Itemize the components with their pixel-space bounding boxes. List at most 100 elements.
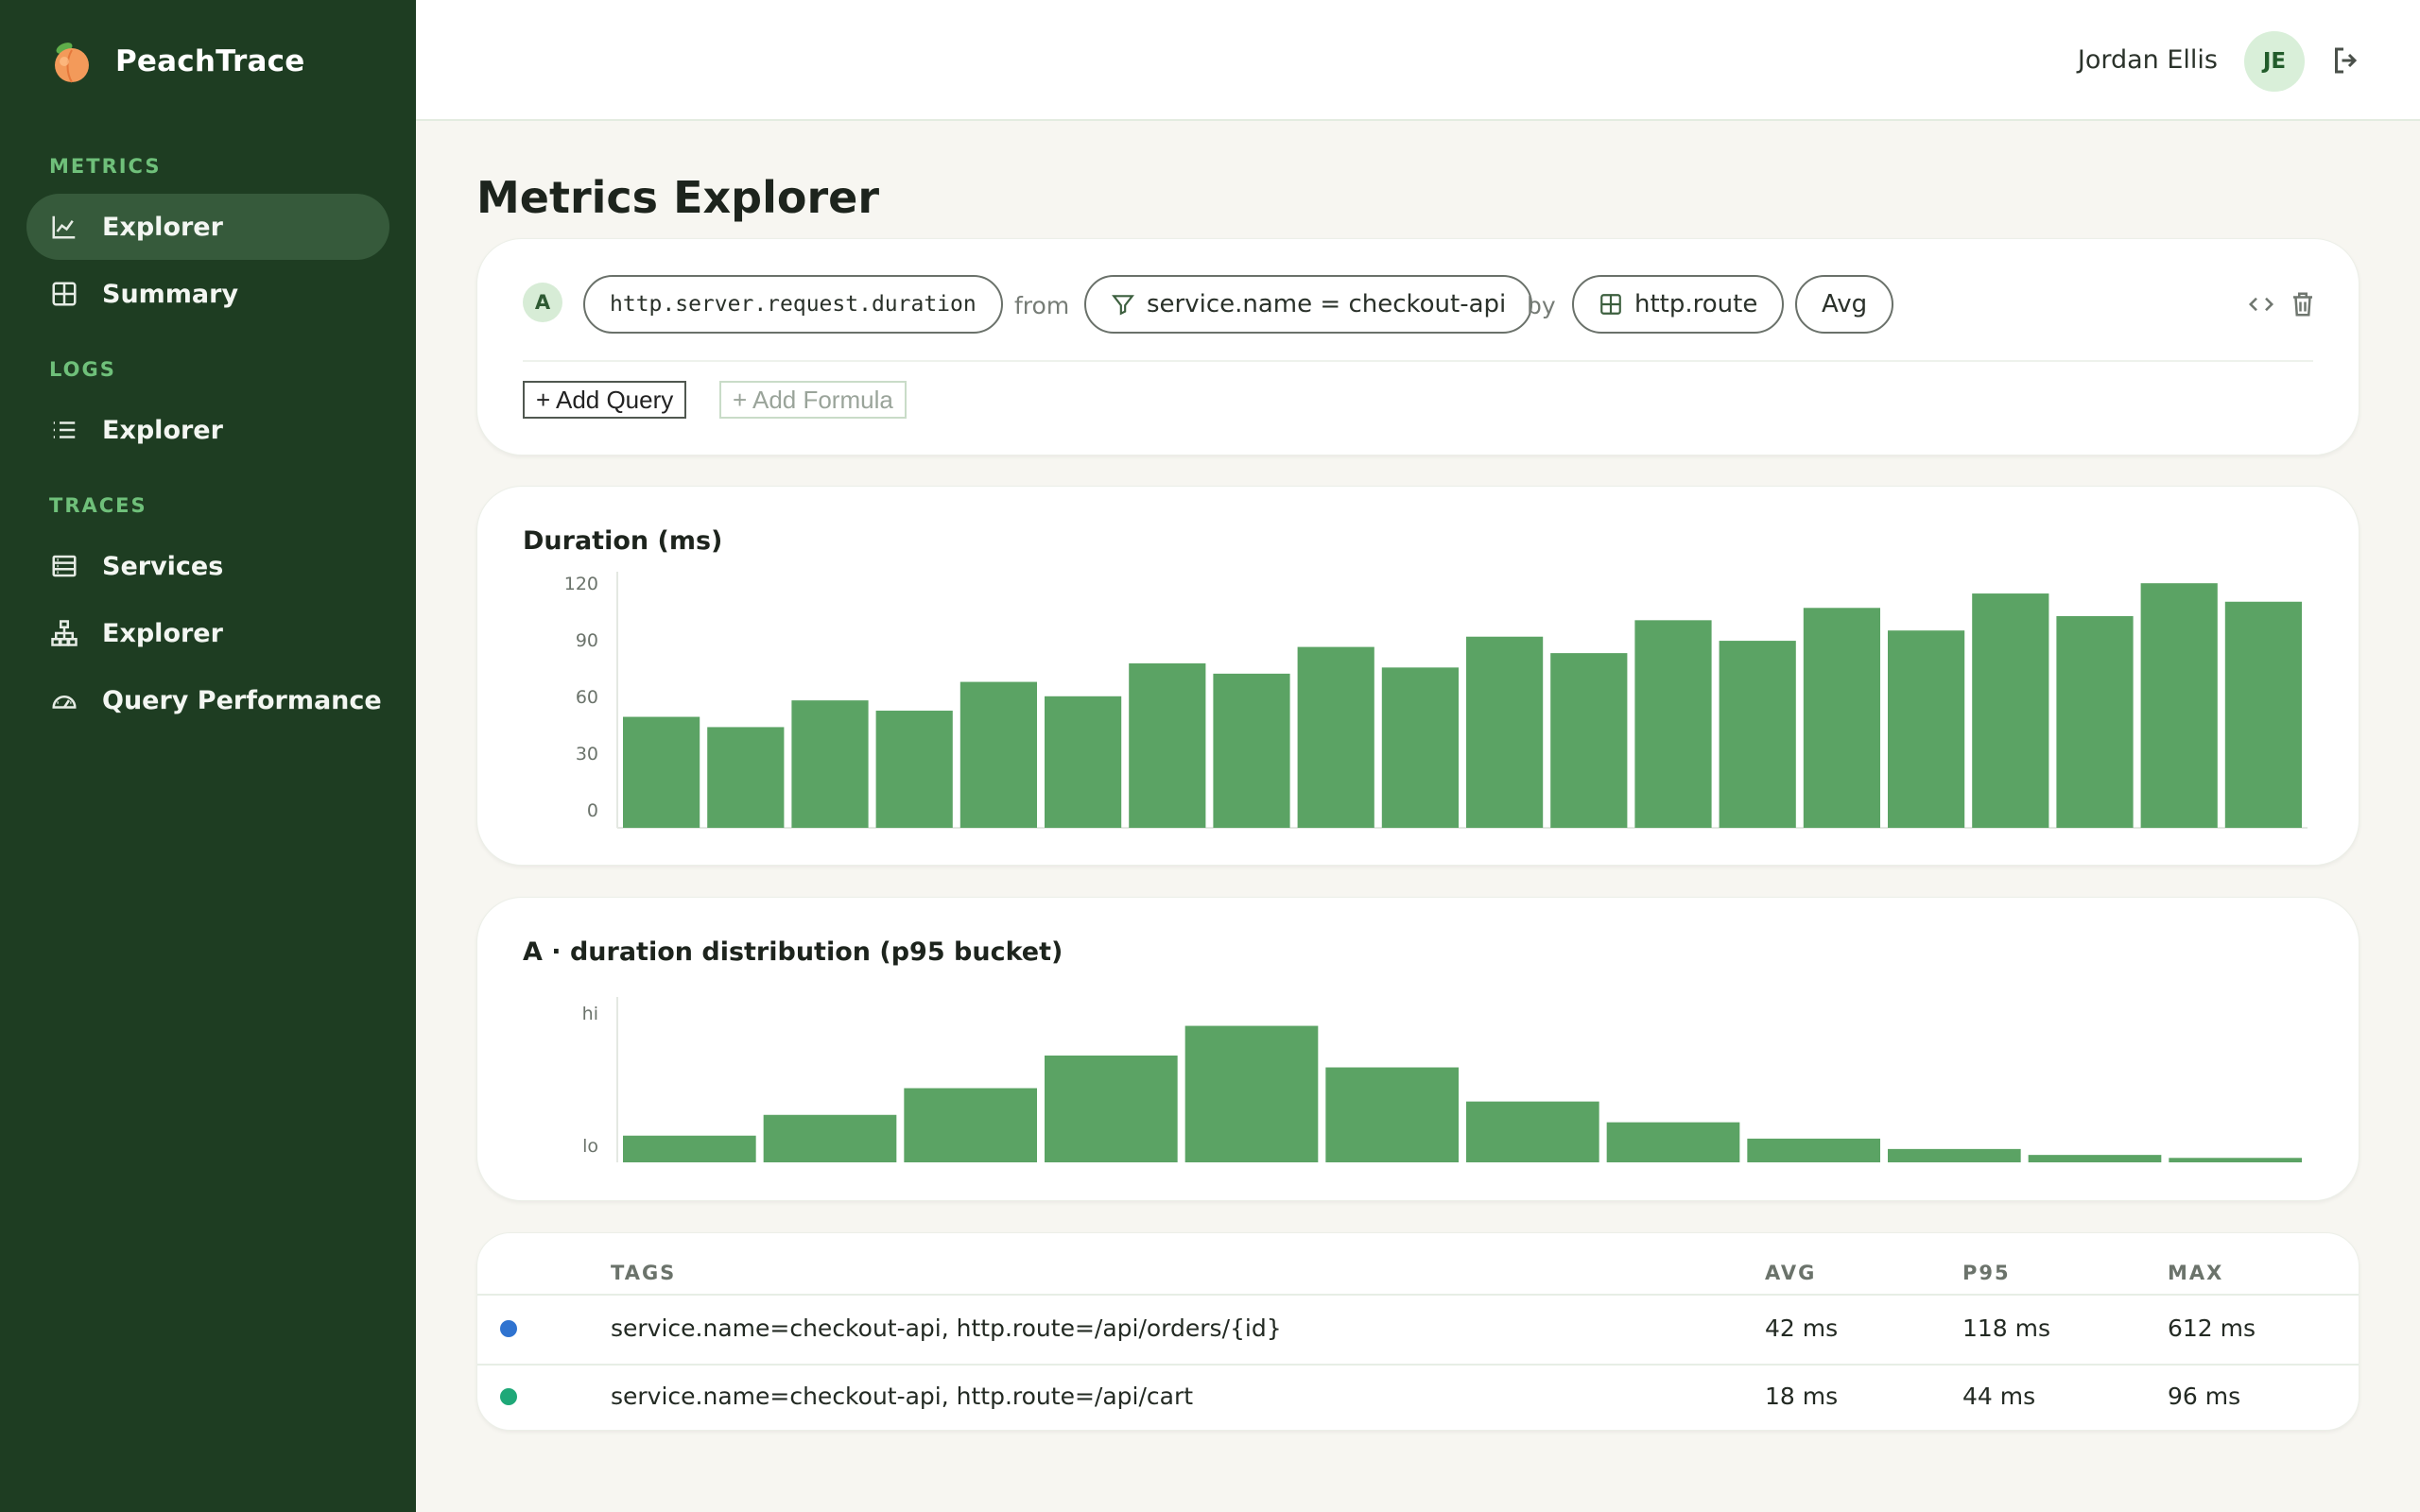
bar[interactable]: [1550, 653, 1628, 828]
sidebar-item-logs-explorer[interactable]: Explorer: [26, 397, 389, 463]
sidebar-item-label: Query Performance: [102, 685, 382, 715]
bar[interactable]: [1045, 696, 1122, 828]
table-row[interactable]: service.name=checkout-api, http.route=/a…: [477, 1296, 2359, 1364]
sidebar-item-metrics-summary[interactable]: Summary: [26, 261, 389, 327]
filter-pill[interactable]: service.name = checkout-api: [1084, 275, 1533, 334]
series-table: TAGS AVG P95 MAX service.name=checkout-a…: [476, 1232, 2360, 1431]
by-label: by: [1527, 292, 1556, 319]
from-label: from: [1014, 292, 1070, 319]
grid-icon: [49, 279, 79, 309]
section-metrics: METRICS: [49, 155, 162, 178]
bar[interactable]: [1129, 663, 1206, 828]
bar[interactable]: [2224, 601, 2302, 828]
bar[interactable]: [763, 1114, 897, 1162]
bar[interactable]: [1325, 1067, 1459, 1162]
cell-tags: service.name=checkout-api, http.route=/a…: [611, 1314, 1282, 1342]
section-logs: LOGS: [49, 358, 116, 381]
query-letter-badge[interactable]: A: [523, 283, 562, 322]
cell-max: 612 ms: [2168, 1314, 2256, 1342]
bar[interactable]: [1719, 641, 1796, 828]
divider: [523, 360, 2313, 362]
bar[interactable]: [623, 716, 700, 828]
cell-avg: 42 ms: [1765, 1314, 1839, 1342]
sidebar-item-label: Explorer: [102, 618, 223, 648]
query-actions: [2247, 290, 2317, 322]
y-tick-label: 120: [564, 574, 598, 594]
add-formula-button[interactable]: + Add Formula: [719, 381, 907, 419]
y-tick-label: 90: [576, 630, 598, 651]
column-header-p95: P95: [1962, 1262, 2011, 1284]
sidebar-item-label: Explorer: [102, 212, 223, 242]
sidebar-item-traces-services[interactable]: Services: [26, 533, 389, 599]
column-header-max: MAX: [2168, 1262, 2224, 1284]
y-tick-label: hi: [582, 1004, 598, 1024]
cell-avg: 18 ms: [1765, 1383, 1839, 1410]
bar[interactable]: [1972, 593, 2049, 828]
trash-icon[interactable]: [2289, 290, 2317, 322]
bar[interactable]: [1888, 630, 1965, 828]
sidebar-item-label: Summary: [102, 279, 239, 309]
gauge-icon: [49, 685, 79, 715]
bar[interactable]: [2056, 615, 2134, 828]
sidebar-item-metrics-explorer[interactable]: Explorer: [26, 194, 389, 260]
cell-max: 96 ms: [2168, 1383, 2241, 1410]
sidebar: PeachTrace METRICS Explorer Summary LOGS…: [0, 0, 416, 1512]
bar[interactable]: [1213, 673, 1290, 828]
group-by-pill[interactable]: http.route: [1572, 275, 1785, 334]
bar[interactable]: [707, 727, 785, 828]
peach-icon: [49, 39, 95, 84]
bar[interactable]: [1803, 608, 1880, 828]
bar[interactable]: [2028, 1155, 2162, 1162]
y-tick-label: 30: [576, 744, 598, 765]
bar[interactable]: [1184, 1025, 1319, 1162]
y-tick-label: lo: [582, 1136, 598, 1157]
distribution-chart-card: A · duration distribution (p95 bucket) h…: [476, 897, 2360, 1201]
series-color-dot: [500, 1320, 517, 1337]
bar[interactable]: [1381, 667, 1459, 828]
sidebar-item-traces-explorer[interactable]: Explorer: [26, 600, 389, 666]
bar[interactable]: [875, 711, 953, 828]
brand[interactable]: PeachTrace: [49, 38, 304, 85]
sidebar-item-query-performance[interactable]: Query Performance: [26, 667, 389, 733]
bar[interactable]: [959, 681, 1037, 828]
bar[interactable]: [1466, 636, 1544, 828]
header-divider: [477, 1294, 2359, 1296]
server-icon: [49, 551, 79, 581]
bar[interactable]: [2169, 1158, 2302, 1162]
cell-p95: 44 ms: [1962, 1383, 2036, 1410]
column-header-avg: AVG: [1765, 1262, 1817, 1284]
row-divider: [477, 1364, 2359, 1366]
column-header-tags: TAGS: [611, 1262, 677, 1284]
group-by-value: http.route: [1634, 290, 1758, 318]
bar[interactable]: [791, 700, 869, 828]
bar[interactable]: [1634, 620, 1712, 828]
bar[interactable]: [904, 1088, 1037, 1163]
logout-icon[interactable]: [2329, 43, 2363, 77]
filter-value: service.name = checkout-api: [1147, 290, 1507, 318]
bar[interactable]: [1888, 1148, 2021, 1162]
bar[interactable]: [1747, 1138, 1880, 1162]
chart-line-icon: [49, 212, 79, 242]
bar[interactable]: [1045, 1055, 1178, 1162]
add-query-button[interactable]: + Add Query: [523, 381, 687, 419]
code-icon[interactable]: [2247, 290, 2275, 322]
hierarchy-icon: [49, 618, 79, 648]
distribution-bar-chart: hi lo: [582, 997, 2302, 1163]
grid-icon: [1600, 294, 1621, 315]
avatar[interactable]: JE: [2244, 31, 2305, 92]
top-header: Jordan Ellis JE: [416, 0, 2420, 121]
cell-p95: 118 ms: [1962, 1314, 2051, 1342]
bar[interactable]: [623, 1135, 756, 1162]
query-builder-card: A http.server.request.duration from serv…: [476, 238, 2360, 455]
brand-name: PeachTrace: [115, 44, 305, 78]
bar[interactable]: [1297, 646, 1374, 828]
metric-selector[interactable]: http.server.request.duration: [583, 275, 1003, 334]
bar[interactable]: [2140, 583, 2218, 828]
table-row[interactable]: service.name=checkout-api, http.route=/a…: [477, 1364, 2359, 1432]
bar[interactable]: [1466, 1101, 1599, 1162]
cell-tags: service.name=checkout-api, http.route=/a…: [611, 1383, 1194, 1410]
chart-title: A · duration distribution (p95 bucket): [523, 937, 1063, 967]
bar[interactable]: [1606, 1122, 1740, 1162]
section-traces: TRACES: [49, 494, 147, 517]
aggregation-selector[interactable]: Avg: [1795, 275, 1894, 334]
